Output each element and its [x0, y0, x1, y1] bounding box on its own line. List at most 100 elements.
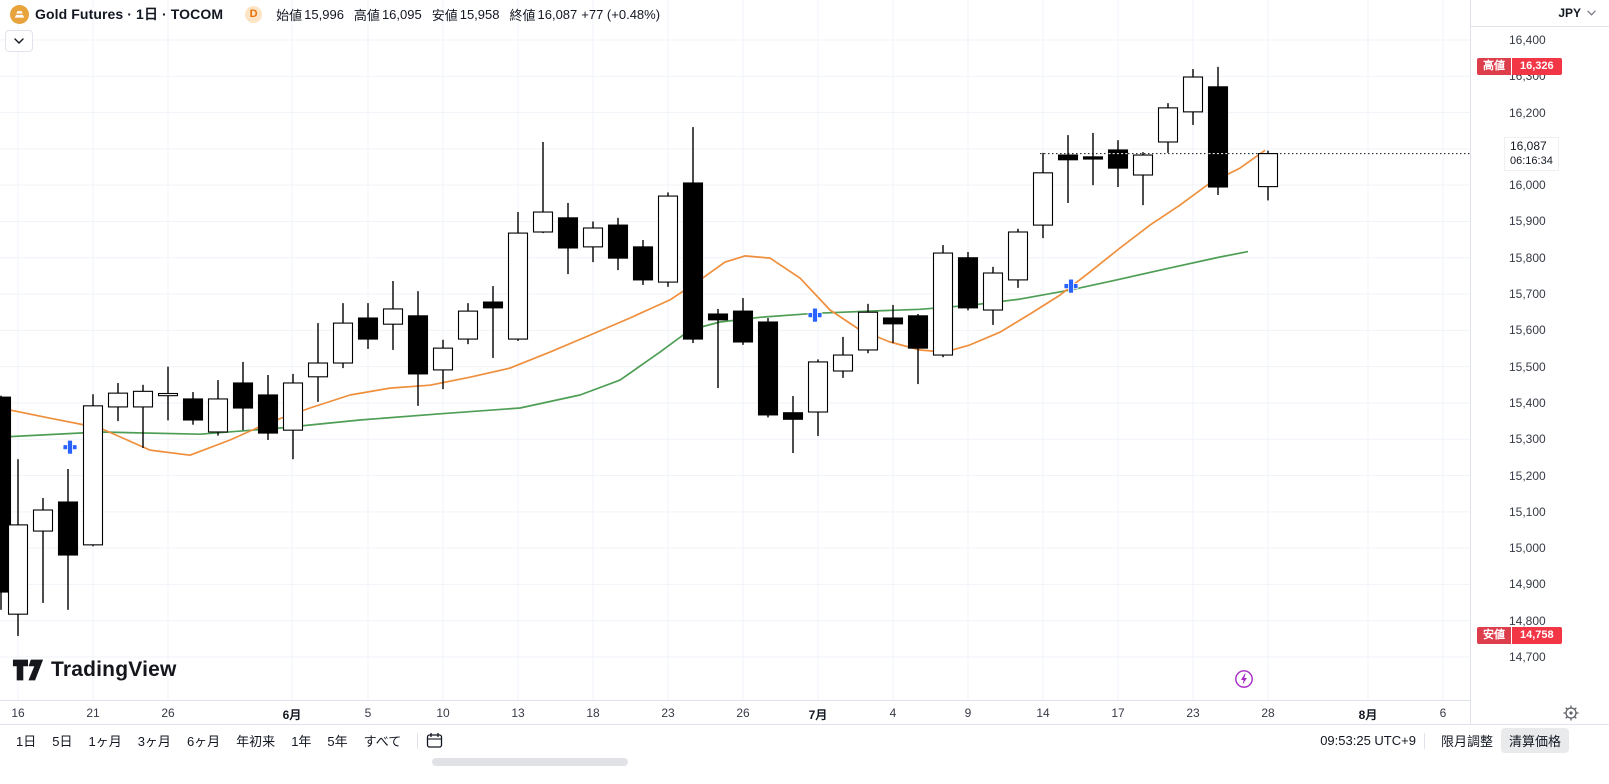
candle-5/20: [57, 468, 79, 610]
price-tick: 15,600: [1509, 323, 1546, 338]
candle-5/19: [32, 498, 54, 603]
price-tick: 15,200: [1509, 468, 1546, 483]
candle-7/17: [1107, 140, 1129, 187]
currency-selector[interactable]: JPY: [1471, 0, 1609, 27]
candle-6/30: [782, 396, 804, 454]
time-label: 13: [511, 706, 525, 720]
high-badge-label: 高値: [1477, 58, 1511, 76]
time-axis[interactable]: 16 21 26 6月 5 10 13 18 23 26 7月 4 9 14 17 23 28 8月 6: [0, 700, 1470, 725]
range-button-年初来[interactable]: 年初来: [228, 728, 283, 753]
range-button-5日[interactable]: 5日: [44, 728, 80, 753]
range-button-3ヶ月[interactable]: 3ヶ月: [130, 728, 179, 753]
low-price-badge: 安値 14,758: [1477, 627, 1562, 645]
ohlc-label: 終値: [509, 7, 536, 23]
price-tick: 14,800: [1509, 613, 1546, 628]
time-label: 9: [964, 706, 972, 720]
range-button-すべて[interactable]: すべて: [356, 728, 410, 753]
clock-readout[interactable]: 09:53:25 UTC+9: [1320, 733, 1416, 748]
time-label: 26: [161, 706, 175, 720]
change-readout: +77 (+0.48%): [581, 6, 661, 22]
candle-7/2: [832, 336, 854, 378]
go-to-date-button[interactable]: [426, 732, 443, 749]
candlestick-chart-canvas[interactable]: [0, 0, 1470, 700]
price-tick: 16,400: [1509, 33, 1546, 47]
candle-7/28: [1257, 150, 1279, 201]
ohlc-label: 高値: [353, 7, 380, 23]
candle-5/21: [82, 394, 104, 547]
range-button-1年[interactable]: 1年: [283, 728, 319, 753]
candle-6/18: [582, 221, 604, 263]
price-tick: 15,100: [1509, 504, 1546, 519]
range-button-1日[interactable]: 1日: [8, 728, 44, 753]
candle-6/9: [407, 291, 429, 406]
symbol-title[interactable]: Gold Futures · 1日 · TOCOM: [35, 6, 224, 22]
range-button-5年[interactable]: 5年: [319, 728, 355, 753]
toolbar-right: 09:53:25 UTC+9 限月調整 清算価格: [1320, 728, 1569, 753]
tradingview-logo-mark: [12, 659, 44, 681]
axis-settings-gear-icon[interactable]: [1563, 705, 1579, 721]
candle-7/7: [907, 314, 929, 385]
time-label: 23: [1186, 706, 1200, 720]
candle-5/29: [232, 361, 254, 431]
ohlc-value: 16,087: [537, 6, 578, 22]
price-tick: 15,000: [1509, 541, 1546, 556]
bottom-toolbar: 1日 5日 1ヶ月 3ヶ月 6ヶ月 年初来 1年 5年 すべて 09:53:25 UTC+9 限…: [0, 724, 1609, 756]
tradingview-logo[interactable]: TradingView: [12, 658, 177, 682]
candle-7/22: [1157, 103, 1179, 153]
candle-7/11: [1007, 228, 1029, 288]
currency-label: JPY: [1558, 6, 1581, 20]
chevron-down-icon: [1587, 10, 1596, 16]
price-scale[interactable]: JPY 16,40016,30016,20016,10016,00015,900…: [1470, 0, 1609, 724]
candle-5/26: [157, 366, 179, 421]
candle-6/5: [357, 303, 379, 349]
candle-5/22: [107, 382, 129, 422]
contract-adjust-button[interactable]: 限月調整: [1433, 728, 1501, 753]
candle-6/13: [507, 212, 529, 341]
candle-6/19: [607, 217, 629, 271]
ohlc-value: 15,996: [304, 6, 344, 22]
time-label: 14: [1036, 706, 1050, 720]
candle-6/4: [332, 303, 354, 369]
range-button-6ヶ月[interactable]: 6ヶ月: [179, 728, 228, 753]
price-tick: 15,300: [1509, 432, 1546, 447]
ma-slow-line: [0, 250, 1249, 438]
plus-marker-icon: [62, 439, 78, 455]
price-tick: 16,200: [1509, 105, 1546, 120]
ohlc-item: 安値 15,958: [432, 5, 500, 24]
collapse-toolbar-button[interactable]: [5, 30, 33, 52]
candle-6/12: [482, 286, 504, 358]
candle-5/16: [7, 459, 29, 636]
candle-7/4: [882, 304, 904, 344]
candle-7/18: [1132, 152, 1154, 206]
candle-6/17: [557, 202, 579, 275]
flash-event-icon[interactable]: [1234, 669, 1254, 689]
range-button-1ヶ月[interactable]: 1ヶ月: [80, 728, 129, 753]
time-label: 21: [86, 706, 100, 720]
candle-7/14: [1032, 152, 1054, 239]
toolbar-divider: [417, 732, 419, 749]
candle-5/27: [182, 392, 204, 425]
time-label: 18: [586, 706, 600, 720]
candle-6/24: [682, 127, 704, 344]
candle-5/28: [207, 380, 229, 436]
candle-7/23: [1182, 69, 1204, 125]
settlement-price-button[interactable]: 清算価格: [1500, 728, 1569, 753]
time-label: 8月: [1358, 708, 1378, 722]
time-label: 7月: [808, 708, 828, 722]
candle-5/23: [132, 384, 154, 448]
candle-6/10: [432, 339, 454, 390]
time-label: 17: [1111, 706, 1125, 720]
time-label: 5: [364, 706, 372, 720]
interval-badge[interactable]: D: [245, 5, 263, 23]
ohlc-item: 始値 15,996: [276, 5, 344, 24]
candle-6/11: [457, 303, 479, 345]
candle-6/26: [732, 298, 754, 345]
horizontal-scrollbar-thumb[interactable]: [432, 758, 628, 766]
low-badge-label: 安値: [1477, 627, 1511, 645]
time-label: 26: [736, 706, 750, 720]
candle-7/15: [1057, 135, 1079, 203]
chart-pane[interactable]: [0, 0, 1470, 700]
time-label: 23: [661, 706, 675, 720]
price-tick: 15,700: [1509, 287, 1546, 302]
